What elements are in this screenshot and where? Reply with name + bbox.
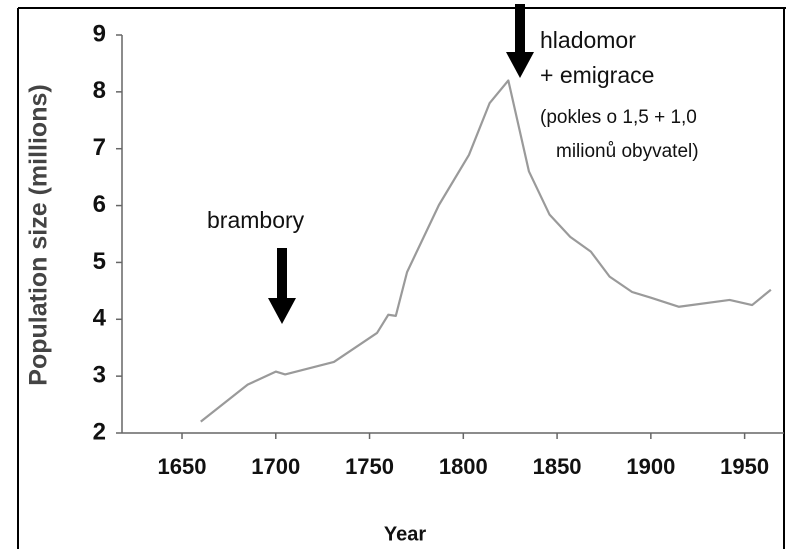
x-tick-label: 1950: [720, 454, 769, 479]
annotation: brambory: [207, 207, 305, 233]
x-tick-label: 1750: [345, 454, 394, 479]
y-axis-label: Population size (millions): [25, 84, 53, 385]
y-tick-label: 5: [93, 248, 106, 275]
y-tick-label: 6: [93, 191, 106, 218]
y-tick-label: 3: [93, 361, 106, 388]
y-tick-label: 2: [93, 418, 106, 445]
x-tick-label: 1650: [158, 454, 207, 479]
data-line: [200, 79, 772, 423]
x-tick-label: 1900: [626, 454, 675, 479]
annotation: milionů obyvatel): [556, 141, 699, 162]
arrow: [506, 4, 534, 78]
y-tick-label: 8: [93, 77, 106, 104]
x-tick-label: 1700: [251, 454, 300, 479]
annotation: + emigrace: [540, 62, 654, 88]
arrow: [268, 248, 296, 324]
y-tick-label: 9: [93, 20, 106, 47]
y-tick-label: 7: [93, 134, 106, 161]
y-tick-label: 4: [93, 305, 107, 332]
x-tick-label: 1850: [533, 454, 582, 479]
x-tick-label: 1800: [439, 454, 488, 479]
x-axis-label: Year: [384, 523, 426, 545]
annotation: (pokles o 1,5 + 1,0: [540, 107, 697, 128]
annotation: hladomor: [540, 27, 636, 53]
